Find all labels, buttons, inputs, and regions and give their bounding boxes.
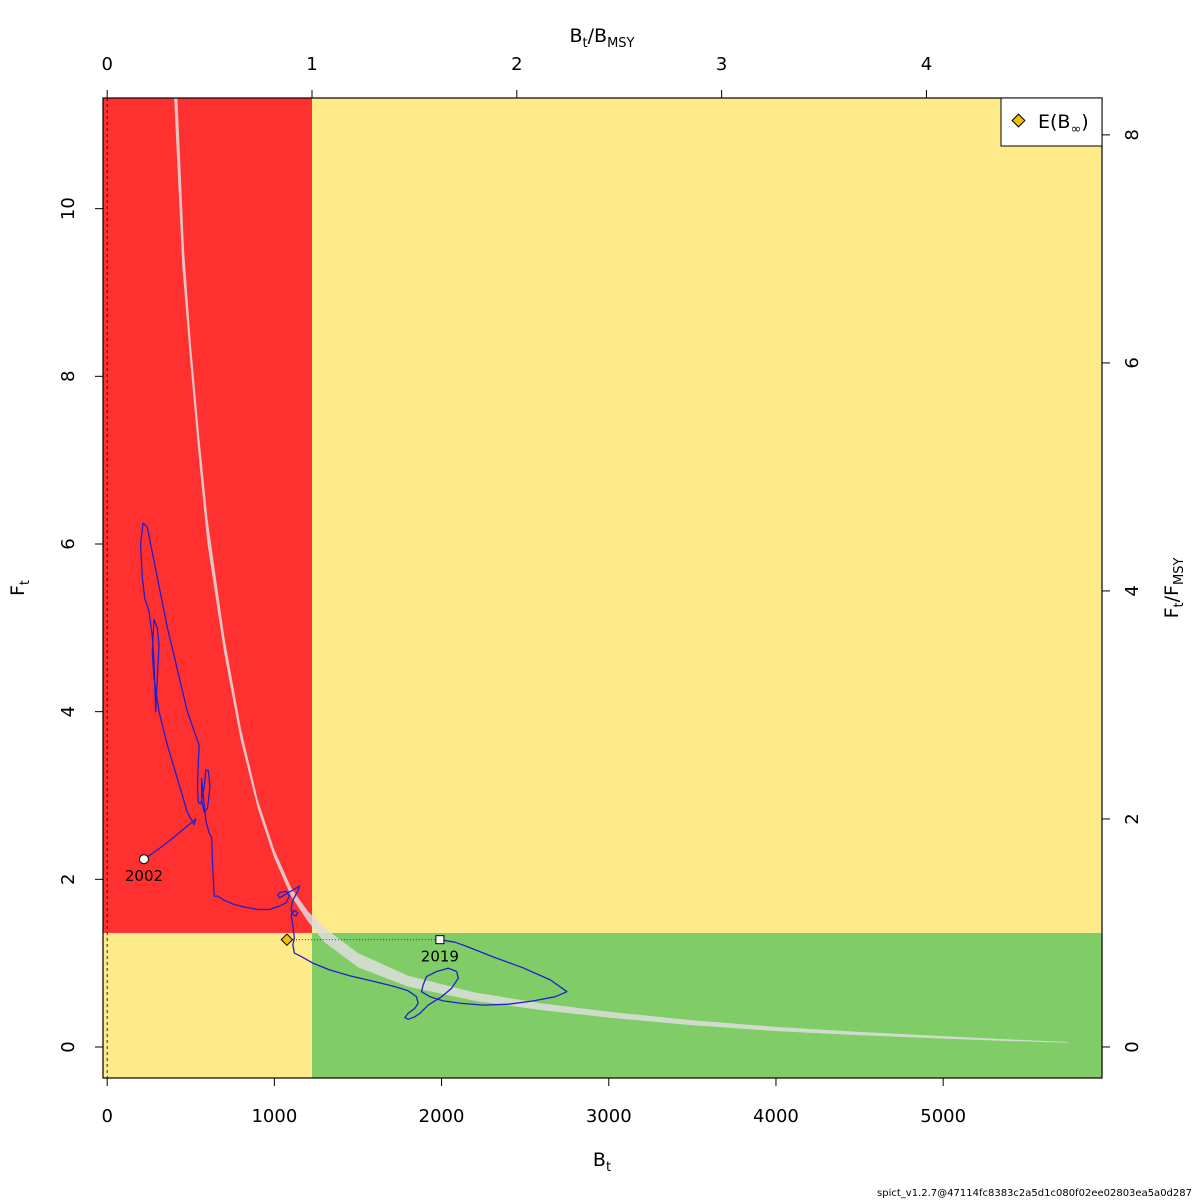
y2-axis-label: Ft/FMSY [1161, 558, 1187, 619]
kobe-zones [103, 98, 1102, 1078]
y-axis-label-main: F [7, 585, 29, 596]
x2-tick-label: 0 [101, 54, 112, 75]
x-axis-label: Bt [593, 1149, 611, 1175]
y2-label-b: F [1161, 585, 1183, 596]
x2-tick-label: 4 [921, 54, 932, 75]
point-markers: 2002 2019 [125, 854, 459, 966]
x2-tick-label: 2 [511, 54, 522, 75]
start-year-label: 2002 [125, 867, 163, 885]
equilibrium-point [280, 933, 294, 947]
footer-version: spict_v1.2.7@47114fc8383c2a5d1c080f02ee0… [877, 1188, 1192, 1199]
x-axis-label-main: B [593, 1149, 606, 1171]
plot-frame [102, 97, 1103, 1079]
end-year-label: 2019 [421, 948, 459, 966]
x2-tick-label: 3 [716, 54, 727, 75]
legend-text: E(B [1038, 111, 1070, 133]
y2-label-slash: / [1161, 595, 1183, 602]
x-tick-label: 1000 [251, 1106, 297, 1127]
y-tick-label: 2 [58, 874, 79, 885]
y2-label-a-sub: t [1172, 602, 1187, 607]
x-tick-label: 2000 [419, 1106, 465, 1127]
y2-tick-label: 4 [1122, 585, 1143, 596]
x2-label-a-sub: t [583, 36, 588, 51]
x2-label-a: B [569, 25, 582, 47]
trajectory-layer [139, 522, 568, 1020]
x2-tick-label: 1 [306, 54, 317, 75]
trajectory-line [139, 522, 568, 1020]
y-tick-label: 8 [58, 371, 79, 382]
x-tick-label: 3000 [586, 1106, 632, 1127]
x-tick-label: 5000 [920, 1106, 966, 1127]
axes: 0 1000 2000 3000 4000 5000 0 2 4 6 8 10 0 1 2 3 4 0 2 4 6 8 [58, 54, 1143, 1127]
y2-tick-label: 2 [1122, 813, 1143, 824]
x-tick-label: 4000 [753, 1106, 799, 1127]
legend: E(B∞) [1000, 97, 1103, 147]
zone-red [103, 98, 312, 933]
y-tick-label: 10 [58, 197, 79, 220]
legend-infinity: ∞ [1070, 122, 1081, 137]
y2-tick-label: 8 [1122, 129, 1143, 140]
x2-label-b: B [594, 25, 607, 47]
x2-label-b-sub: MSY [607, 36, 634, 51]
x2-label-slash: / [588, 25, 595, 47]
reference-lines [106, 98, 440, 1078]
x-tick-label: 0 [101, 1106, 112, 1127]
y-axis-label-sub: t [18, 580, 33, 585]
legend-entry: E(B∞) [1038, 111, 1089, 137]
legend-diamond-icon [1011, 113, 1026, 128]
legend-close: ) [1081, 111, 1088, 133]
y-tick-label: 6 [58, 538, 79, 549]
y2-label-b-sub: MSY [1172, 558, 1187, 585]
y-tick-label: 0 [58, 1041, 79, 1052]
y2-tick-label: 0 [1122, 1041, 1143, 1052]
y2-label-a: F [1161, 607, 1183, 618]
zone-yellow-lower [103, 932, 312, 1078]
y-axis-label: Ft [7, 580, 33, 596]
y2-tick-label: 6 [1122, 357, 1143, 368]
zone-yellow-upper [311, 98, 1102, 933]
end-point [435, 935, 445, 945]
start-point [138, 854, 149, 865]
zone-green [311, 932, 1102, 1078]
x2-axis-label: Bt/BMSY [569, 25, 634, 51]
x-axis-label-sub: t [606, 1160, 611, 1175]
y-tick-label: 4 [58, 706, 79, 717]
